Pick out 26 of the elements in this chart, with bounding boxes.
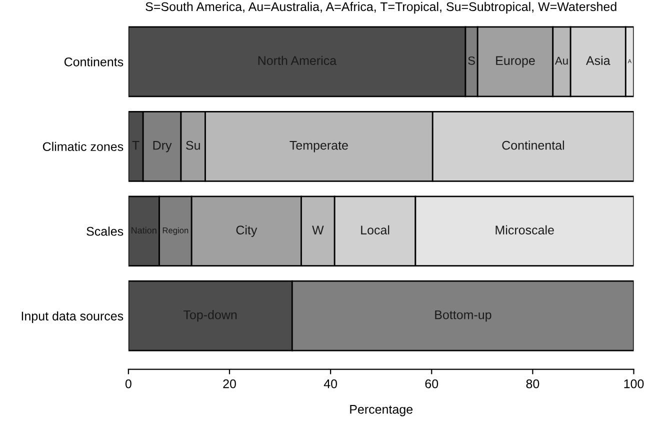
x-tick-label: 0 bbox=[125, 379, 132, 388]
data-label: City bbox=[236, 225, 258, 237]
y-tick-label: Scales bbox=[86, 226, 124, 236]
data-label: S bbox=[468, 56, 475, 65]
data-label: Asia bbox=[586, 56, 610, 66]
data-label: Region bbox=[162, 227, 188, 236]
data-label: Temperate bbox=[290, 141, 348, 152]
data-label: Bottom-up bbox=[435, 310, 492, 322]
chart-title: S=South America, Au=Australia, A=Africa, T=Tropical, Su=Subtropical, W=Watershed bbox=[146, 2, 616, 14]
data-label: Su bbox=[186, 140, 200, 150]
x-tick-label: 40 bbox=[324, 379, 338, 388]
data-label: Continental bbox=[502, 140, 564, 150]
data-label: Dry bbox=[153, 141, 172, 152]
y-tick-label: Climatic zones bbox=[42, 142, 124, 152]
x-axis-title: Percentage bbox=[350, 405, 413, 416]
x-tick-label: 60 bbox=[425, 379, 438, 388]
data-label: Au bbox=[554, 56, 568, 65]
x-tick-label: 100 bbox=[624, 379, 644, 388]
y-tick-label: Continents bbox=[64, 57, 124, 66]
data-label: Microscale bbox=[496, 225, 554, 234]
data-label: Europe bbox=[496, 56, 535, 68]
y-tick-label: Input data sources bbox=[22, 311, 124, 323]
data-label: Local bbox=[361, 225, 390, 234]
x-tick-label: 80 bbox=[526, 379, 540, 388]
data-label: W bbox=[312, 226, 324, 234]
x-tick-label: 20 bbox=[223, 379, 236, 388]
